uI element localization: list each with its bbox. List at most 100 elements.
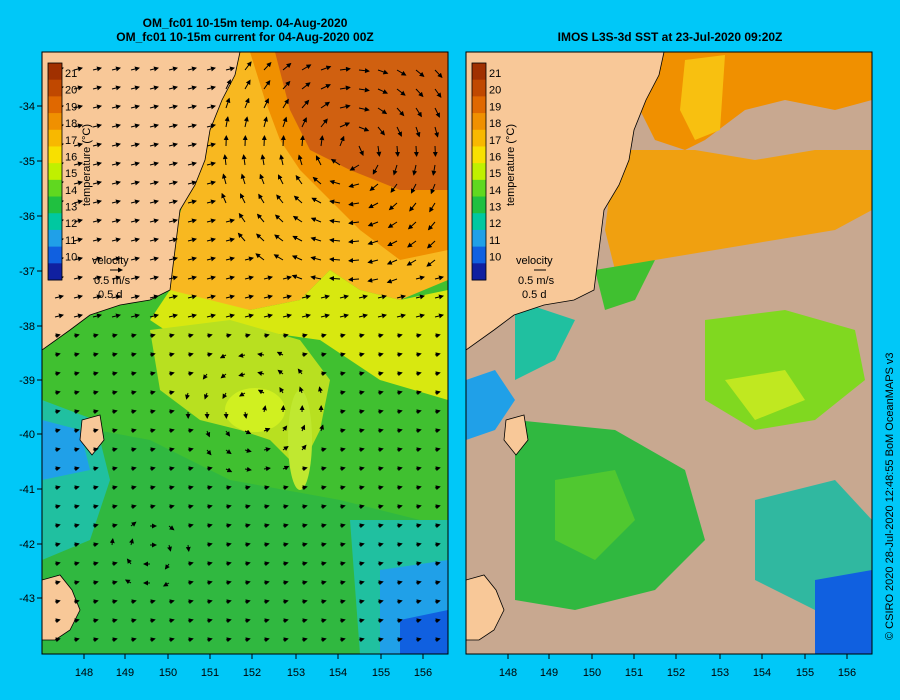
velocity-arrow bbox=[130, 371, 137, 377]
velocity-arrow bbox=[300, 424, 306, 432]
velocity-arrow bbox=[297, 368, 303, 375]
velocity-arrow bbox=[339, 135, 345, 147]
velocity-arrow bbox=[162, 581, 170, 587]
velocity-arrow bbox=[348, 201, 360, 207]
velocity-arrow bbox=[282, 542, 289, 548]
velocity-arrow bbox=[301, 294, 311, 300]
velocity-arrow bbox=[434, 294, 444, 300]
velocity-arrow bbox=[187, 447, 194, 453]
velocity-arrow bbox=[358, 466, 365, 472]
velocity-arrow bbox=[54, 542, 61, 548]
velocity-arrow bbox=[339, 599, 346, 605]
velocity-arrow bbox=[377, 409, 384, 415]
velocity-arrow bbox=[206, 561, 213, 567]
velocity-arrow bbox=[291, 255, 303, 261]
velocity-arrow bbox=[111, 218, 121, 224]
longitude-tick-label: 153 bbox=[287, 667, 305, 679]
velocity-arrow bbox=[73, 218, 83, 224]
velocity-arrow bbox=[92, 104, 102, 110]
velocity-arrow bbox=[238, 212, 246, 223]
velocity-arrow bbox=[434, 390, 441, 396]
velocity-arrow bbox=[111, 275, 121, 281]
velocity-arrow bbox=[244, 61, 252, 71]
colorbar-swatch bbox=[48, 229, 62, 248]
velocity-arrow bbox=[410, 183, 417, 194]
velocity-arrow bbox=[415, 618, 422, 624]
velocity-arrow bbox=[222, 392, 228, 400]
velocity-arrow bbox=[225, 66, 235, 72]
velocity-arrow bbox=[73, 180, 83, 186]
velocity-arrow bbox=[396, 466, 403, 472]
velocity-arrow bbox=[358, 371, 365, 377]
longitude-tick-label: 156 bbox=[838, 667, 856, 679]
velocity-arrow bbox=[92, 428, 99, 434]
velocity-arrow bbox=[111, 333, 118, 339]
velocity-arrow bbox=[73, 104, 83, 110]
velocity-arrow bbox=[130, 161, 140, 167]
velocity-arrow bbox=[358, 561, 365, 567]
left-colorbar: 21 20 19 18 17 16 15 14 13 12 11 10 bbox=[47, 62, 77, 281]
colorbar-swatch bbox=[472, 246, 486, 264]
velocity-arrow bbox=[54, 466, 61, 472]
velocity-arrow bbox=[225, 313, 235, 319]
velocity-arrow bbox=[130, 237, 140, 243]
velocity-arrow bbox=[434, 333, 441, 339]
velocity-arrow bbox=[434, 485, 441, 491]
velocity-arrow bbox=[429, 202, 436, 213]
velocity-arrow bbox=[434, 561, 441, 567]
velocity-arrow bbox=[412, 164, 418, 176]
colorbar-swatch bbox=[472, 96, 486, 114]
velocity-arrow bbox=[92, 123, 102, 129]
velocity-arrow bbox=[168, 371, 175, 377]
colorbar-swatch bbox=[48, 163, 62, 181]
velocity-arrow bbox=[358, 145, 364, 157]
velocity-arrow bbox=[396, 637, 403, 643]
velocity-arrow bbox=[310, 256, 322, 261]
velocity-arrow bbox=[225, 523, 232, 529]
velocity-arrow bbox=[149, 275, 159, 281]
velocity-arrow bbox=[149, 447, 156, 453]
velocity-arrow bbox=[263, 504, 270, 510]
colorbar-tick-label: 13 bbox=[489, 202, 501, 214]
left-velocity-arrows bbox=[54, 61, 444, 643]
velocity-arrow bbox=[206, 256, 216, 262]
velocity-arrow bbox=[130, 85, 140, 91]
velocity-arrow bbox=[339, 428, 346, 434]
velocity-arrow bbox=[339, 637, 346, 643]
velocity-arrow bbox=[263, 98, 269, 109]
colorbar-tick-label: 21 bbox=[489, 68, 501, 80]
velocity-arrow bbox=[54, 371, 61, 377]
velocity-arrow bbox=[130, 104, 140, 110]
velocity-arrow bbox=[225, 485, 232, 491]
velocity-arrow bbox=[263, 637, 270, 643]
velocity-arrow bbox=[276, 351, 284, 357]
velocity-arrow bbox=[367, 240, 379, 246]
velocity-arrow bbox=[358, 485, 365, 491]
velocity-arrow bbox=[168, 599, 175, 605]
velocity-arrow bbox=[282, 561, 289, 567]
velocity-arrow bbox=[149, 294, 159, 300]
velocity-arrow bbox=[434, 542, 441, 548]
velocity-arrow bbox=[263, 599, 270, 605]
velocity-arrow bbox=[339, 485, 346, 491]
velocity-arrow bbox=[130, 390, 137, 396]
velocity-arrow bbox=[377, 618, 384, 624]
velocity-arrow bbox=[276, 194, 284, 204]
velocity-arrow bbox=[396, 88, 406, 96]
velocity-arrow bbox=[244, 504, 251, 510]
velocity-arrow bbox=[301, 618, 308, 624]
velocity-arrow bbox=[168, 333, 175, 339]
velocity-arrow bbox=[320, 65, 332, 71]
velocity-arrow bbox=[244, 333, 251, 339]
velocity-arrow bbox=[111, 466, 118, 472]
velocity-arrow bbox=[244, 429, 252, 435]
velocity-arrow bbox=[168, 313, 178, 319]
latitude-tick-label: -40 bbox=[19, 429, 35, 441]
velocity-arrow bbox=[377, 447, 384, 453]
velocity-arrow bbox=[348, 257, 360, 263]
velocity-arrow bbox=[222, 154, 228, 166]
right-map-title: IMOS L3S-3d SST at 23-Jul-2020 09:20Z bbox=[557, 30, 783, 44]
velocity-arrow bbox=[367, 221, 379, 227]
velocity-arrow bbox=[187, 428, 194, 434]
velocity-arrow bbox=[187, 371, 194, 377]
